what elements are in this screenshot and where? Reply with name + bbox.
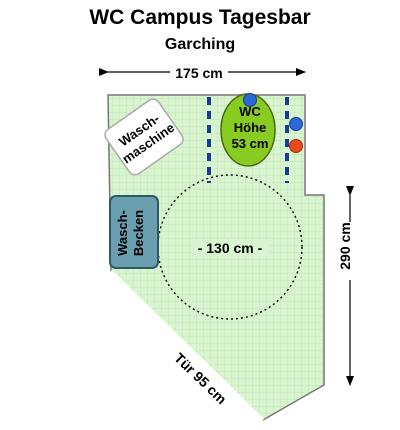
- width-label-bg: [170, 62, 228, 82]
- washing-machine: Wasch- maschine: [104, 98, 184, 176]
- flush-button-side: [289, 117, 303, 131]
- toilet-label-line1: WC: [239, 104, 261, 119]
- height-label-bg: [340, 222, 360, 280]
- toilet: WC Höhe 53 cm: [220, 93, 276, 167]
- toilet-label-line3: 53 cm: [232, 136, 269, 151]
- page-subtitle: Garching: [164, 36, 236, 53]
- sink-label-line2: Becken: [131, 210, 146, 256]
- toilet-label-line2: Höhe: [234, 120, 267, 135]
- circle-label-bg: [191, 239, 269, 257]
- emergency-button: [289, 139, 303, 153]
- width-label: 175 cm: [175, 65, 222, 81]
- door-opening: [109, 269, 265, 422]
- page-title: WC Campus Tagesbar: [89, 6, 311, 29]
- height-label: 290 cm: [337, 222, 353, 269]
- sink-label-line1: Wasch-: [115, 210, 130, 256]
- sink: Wasch- Becken: [109, 195, 159, 269]
- flush-button-top: [243, 93, 257, 107]
- turning-circle-label: - 130 cm -: [198, 240, 263, 256]
